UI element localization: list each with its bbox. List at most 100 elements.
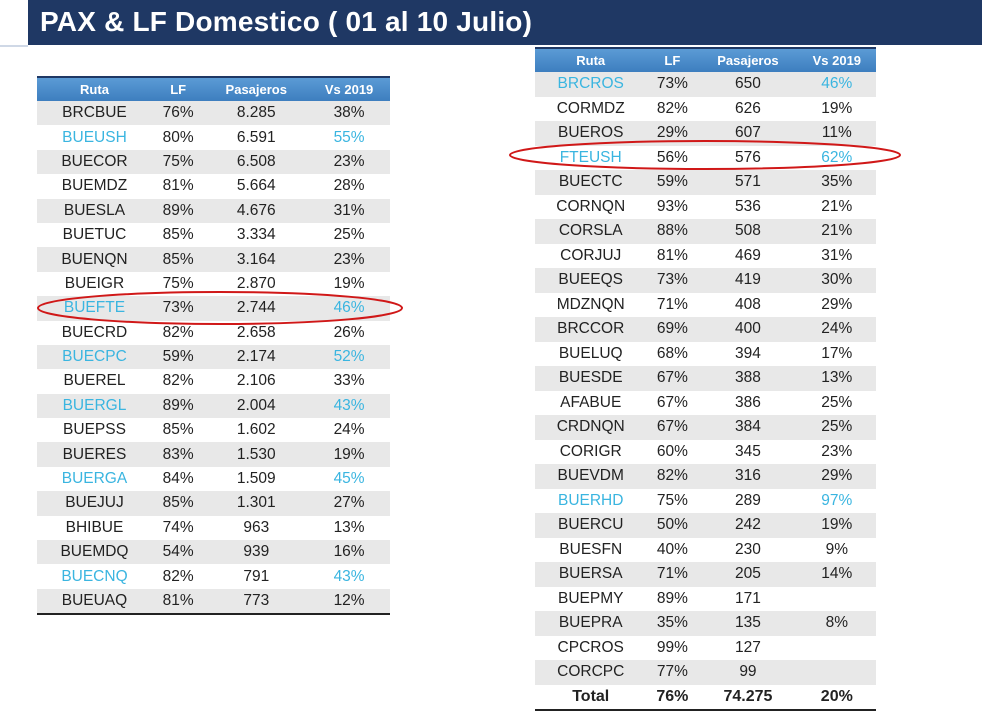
table-row: BUECNQ 82% 791 43% [37,564,390,588]
cell-pasajeros: 394 [735,344,761,362]
cell-vs2019: 21% [821,197,853,215]
table-row: BUETUC 85% 3.334 25% [37,223,390,247]
cell-route: BUEIGR [64,274,125,292]
table-row: BUEVDM 82% 316 29% [535,464,876,489]
cell-vs2019: 30% [797,268,876,293]
cell-lf: 73% [151,296,205,321]
table-row: CORMDZ 82% 626 19% [535,97,876,122]
cell-route: BUERHD [557,491,624,509]
col-pasajeros: Pasajeros [204,77,309,101]
cell-lf: 76% [151,101,205,126]
cell-route: BUECOR [37,149,152,175]
table-row: BUEJUJ 85% 1.301 27% [37,491,390,516]
cell-lf: 84% [162,470,194,488]
table-row: FTEUSH 56% 576 62% [535,146,876,171]
cell-lf: 80% [162,128,194,146]
cell-route: BUEPSS [63,421,126,439]
cell-pasajeros: 650 [698,72,798,97]
total-route: Total [535,684,647,710]
cell-route: BUELUQ [558,344,623,362]
cell-vs2019: 24% [333,421,365,439]
cell-vs2019: 52% [308,344,390,370]
table-row: BHIBUE 74% 963 13% [37,516,390,540]
cell-pasajeros: 230 [735,540,761,558]
cell-route: BUESLA [37,198,152,223]
cell-route: CORIGR [559,442,622,460]
cell-lf: 82% [162,372,194,390]
cell-lf: 73% [646,268,699,293]
cell-pasajeros: 2.106 [236,372,276,390]
cell-route: BRCROS [535,72,647,97]
cell-route: BUESFN [559,540,623,558]
cell-vs2019: 31% [821,246,853,264]
cell-vs2019 [798,636,876,661]
cell-pasajeros: 536 [735,197,761,215]
cell-pasajeros: 5.664 [236,177,276,195]
cell-route: BUECNQ [61,567,128,585]
table-row: CORCPC 77% 99 [535,660,876,685]
cell-vs2019: 8% [797,611,876,636]
cell-lf: 75% [656,491,688,509]
cell-vs2019: 24% [797,317,876,342]
cell-route: BUECTC [535,170,647,195]
cell-lf: 60% [656,442,688,460]
cell-vs2019: 46% [308,296,390,321]
col-ruta: Ruta [37,77,152,101]
cell-route: CPCROS [557,638,624,656]
cell-vs2019: 19% [821,99,853,117]
cell-pasajeros: 607 [698,121,798,146]
cell-route: BUERCU [535,513,647,538]
cell-lf: 81% [162,177,194,195]
cell-vs2019: 9% [825,540,849,558]
divider [0,45,28,47]
cell-pasajeros: 289 [735,491,761,509]
table-header-row: Ruta LF Pasajeros Vs 2019 [37,77,390,101]
cell-pasajeros: 1.301 [204,491,309,516]
col-lf: LF [646,48,699,72]
cell-pasajeros: 384 [698,415,798,440]
col-vs2019: Vs 2019 [797,48,876,72]
cell-lf: 40% [656,540,688,558]
cell-pasajeros: 171 [735,589,761,607]
cell-route: BRCBUE [37,101,152,126]
cell-vs2019: 16% [308,540,390,565]
table-row: CPCROS 99% 127 [535,636,876,661]
cell-pasajeros: 6.508 [204,149,309,175]
cell-route: BUEROS [535,121,647,146]
table-header-row: Ruta LF Pasajeros Vs 2019 [535,48,876,72]
cell-lf: 89% [151,198,205,223]
cell-lf: 69% [646,317,699,342]
table-row: BUERSA 71% 205 14% [535,562,876,587]
cell-route: BUERGL [37,393,152,419]
cell-route: BUEUAQ [37,588,152,615]
cell-vs2019: 19% [797,513,876,538]
table-row: BUEPMY 89% 171 [535,587,876,612]
table-row: BUEUAQ 81% 773 12% [37,588,390,615]
table-row: BUECTC 59% 571 35% [535,170,876,195]
cell-route: BUEPRA [535,611,647,636]
cell-vs2019: 23% [308,149,390,175]
cell-vs2019: 46% [797,72,876,97]
table-row: CRDNQN 67% 384 25% [535,415,876,440]
cell-pasajeros: 8.285 [204,101,309,126]
table-row: BUECPC 59% 2.174 52% [37,344,390,370]
table-row: BUESFN 40% 230 9% [535,538,876,563]
cell-route: CORJUJ [560,246,622,264]
cell-route: BUETUC [62,226,127,244]
cell-pasajeros: 1.509 [236,470,276,488]
col-lf: LF [151,77,205,101]
cell-lf: 85% [151,247,205,272]
cell-pasajeros: 127 [735,638,761,656]
cell-route: BUECPC [37,344,152,370]
table-row: BUEFTE 73% 2.744 46% [37,296,390,321]
cell-route: FTEUSH [559,148,622,166]
cell-pasajeros: 571 [698,170,798,195]
cell-pasajeros: 242 [698,513,798,538]
cell-vs2019: 55% [333,128,365,146]
table-row: BUERGA 84% 1.509 45% [37,467,390,491]
cell-pasajeros: 2.004 [204,393,309,419]
cell-vs2019: 23% [308,247,390,272]
cell-vs2019: 26% [333,323,365,341]
cell-lf: 50% [646,513,699,538]
cell-vs2019: 25% [821,393,853,411]
